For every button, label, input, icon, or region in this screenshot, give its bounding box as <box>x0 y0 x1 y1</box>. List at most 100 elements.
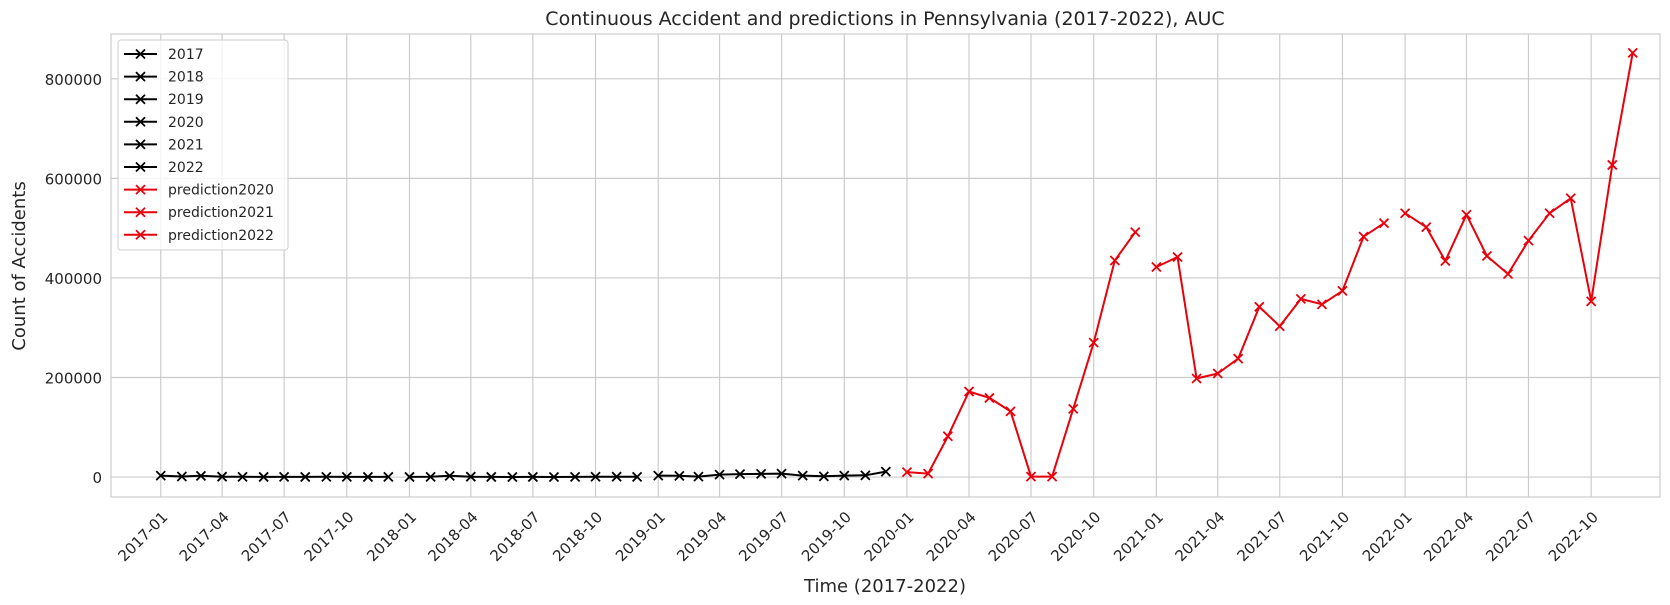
x-tick-label: 2020-04 <box>923 508 980 565</box>
x-tick-label: 2017-07 <box>238 508 295 565</box>
data-point <box>383 471 394 482</box>
y-tick-label: 800000 <box>45 71 102 89</box>
data-point <box>1502 268 1514 280</box>
y-tick-label: 200000 <box>45 370 102 388</box>
data-point <box>341 471 352 483</box>
x-axis-label: Time (2017-2022) <box>803 576 966 597</box>
data-point <box>818 471 829 482</box>
data-point <box>590 471 601 482</box>
x-tick-label: 2018-10 <box>549 508 606 565</box>
legend-label: prediction2021 <box>168 205 274 221</box>
series-prediction2022 <box>1399 47 1638 307</box>
data-point <box>1295 293 1306 304</box>
legend-marker <box>135 184 146 195</box>
data-point <box>1627 47 1638 59</box>
data-point <box>1481 250 1493 262</box>
data-point <box>839 470 850 481</box>
x-tick-label: 2022-01 <box>1359 508 1416 565</box>
data-point <box>1025 471 1037 482</box>
y-tick-label: 0 <box>92 469 102 487</box>
data-point <box>714 469 725 480</box>
x-tick-label: 2019-04 <box>673 508 730 565</box>
data-point <box>1274 321 1285 332</box>
data-point <box>1046 471 1058 482</box>
series-line <box>1155 222 1385 380</box>
data-point <box>321 471 332 482</box>
legend-label: 2021 <box>168 137 204 153</box>
legend-item: 2021 <box>124 137 204 153</box>
data-point <box>674 470 685 481</box>
data-point <box>444 470 455 481</box>
data-point <box>1461 209 1472 220</box>
legend-marker <box>135 207 146 218</box>
data-point <box>1544 208 1555 219</box>
data-point <box>258 471 269 483</box>
data-point <box>1005 406 1016 417</box>
series-line <box>409 474 638 478</box>
data-point <box>860 470 871 481</box>
x-tick-label: 2018-04 <box>425 508 482 565</box>
x-tick-label: 2022-10 <box>1545 508 1602 565</box>
legend-item: prediction2021 <box>124 205 274 221</box>
legend-label: 2022 <box>168 160 204 176</box>
y-axis-ticks: 0 200000 400000 600000 800000 <box>45 71 102 487</box>
data-point <box>425 471 436 482</box>
data-point <box>548 471 560 483</box>
data-point <box>1109 255 1120 266</box>
legend-box <box>117 39 289 251</box>
data-point <box>507 471 518 483</box>
x-tick-label: 2018-07 <box>487 508 544 565</box>
series-line <box>1404 52 1634 303</box>
legend-item: 2018 <box>124 70 204 86</box>
x-tick-label: 2021-07 <box>1233 508 1290 565</box>
series-2019 <box>653 466 891 482</box>
data-point <box>1440 255 1451 267</box>
data-point <box>734 468 746 480</box>
data-point <box>901 466 913 478</box>
data-point <box>1337 285 1348 297</box>
data-point <box>631 471 643 482</box>
data-point <box>1233 353 1244 364</box>
data-point <box>1151 261 1162 273</box>
x-tick-label: 2019-01 <box>612 508 669 565</box>
x-tick-label: 2021-10 <box>1296 508 1353 565</box>
legend-item: 2022 <box>124 160 204 176</box>
series-2018 <box>404 470 643 483</box>
legend-marker <box>135 116 146 127</box>
data-point <box>1607 159 1618 171</box>
data-point <box>486 471 497 483</box>
data-point <box>693 471 704 482</box>
data-point <box>984 392 995 404</box>
legend-marker <box>135 161 146 173</box>
data-point <box>755 468 767 479</box>
data-point <box>942 431 953 442</box>
x-tick-label: 2017-01 <box>114 508 171 565</box>
data-point <box>611 471 622 482</box>
data-point <box>569 471 581 483</box>
y-axis-label: Count of Accidents <box>9 181 30 350</box>
series-prediction2020 <box>901 227 1141 482</box>
data-point <box>237 471 248 482</box>
x-tick-label: 2020-10 <box>1047 508 1104 565</box>
data-point <box>176 471 188 482</box>
data-point <box>195 470 207 481</box>
series-line <box>658 470 886 478</box>
x-tick-label: 2021-04 <box>1171 508 1228 565</box>
x-tick-label: 2021-01 <box>1110 508 1167 565</box>
legend-marker <box>135 71 146 82</box>
data-point <box>278 471 290 483</box>
x-tick-label: 2020-07 <box>985 508 1042 565</box>
legend-marker <box>135 94 146 105</box>
data-point <box>1191 373 1202 384</box>
data-point <box>362 471 374 483</box>
data-point <box>1068 403 1079 415</box>
legend-marker <box>135 229 146 240</box>
data-point <box>300 471 311 483</box>
data-point <box>1399 208 1411 219</box>
x-tick-label: 2017-10 <box>300 508 357 565</box>
x-tick-label: 2022-04 <box>1420 508 1477 565</box>
data-point <box>1523 235 1534 246</box>
legend-label: 2020 <box>168 115 204 131</box>
y-tick-label: 400000 <box>45 270 102 288</box>
